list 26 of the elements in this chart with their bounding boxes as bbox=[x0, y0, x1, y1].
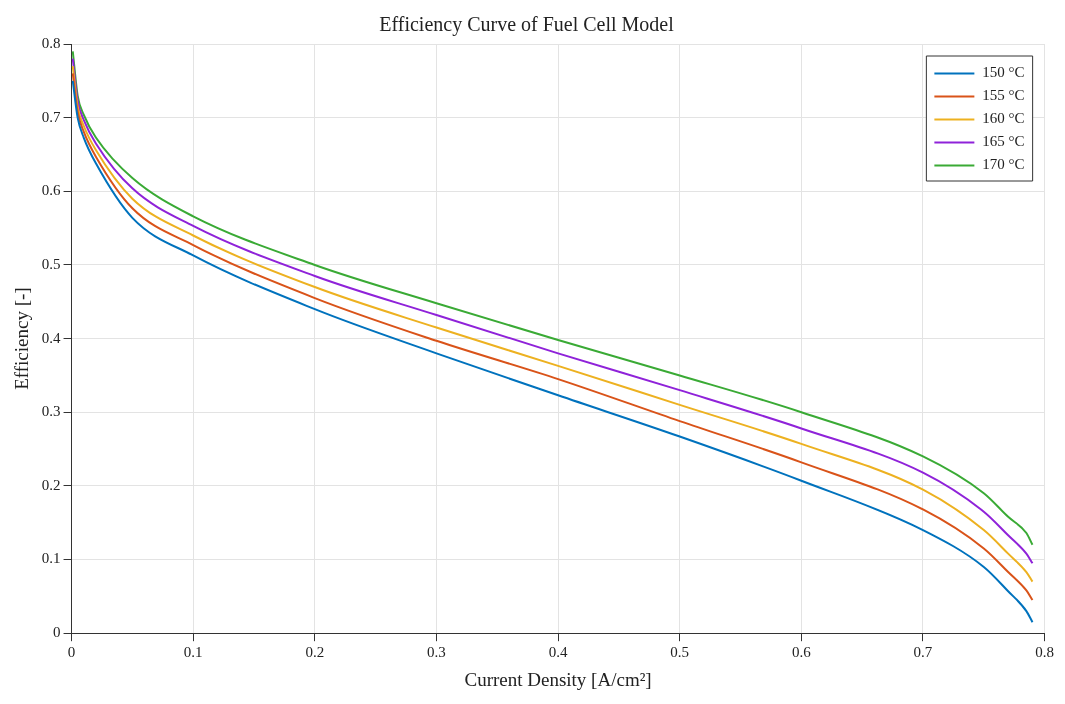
x-tick-label: 0.1 bbox=[183, 644, 203, 661]
legend-label: 150 °C bbox=[982, 64, 1025, 81]
legend-label: 165 °C bbox=[982, 133, 1025, 150]
x-axis-title: Current Density [A/cm²] bbox=[464, 668, 652, 690]
y-tick-label: 0.6 bbox=[41, 182, 62, 199]
y-tick-label: 0.3 bbox=[41, 403, 61, 420]
x-tick-label: 0 bbox=[67, 644, 76, 661]
legend-label: 170 °C bbox=[982, 156, 1025, 173]
y-tick-label: 0.8 bbox=[41, 34, 61, 51]
legend-label: 160 °C bbox=[982, 110, 1025, 127]
y-tick-label: 0 bbox=[53, 624, 61, 641]
y-tick-label: 0.7 bbox=[41, 108, 62, 125]
legend-label: 155 °C bbox=[982, 87, 1025, 104]
y-tick-label: 0.2 bbox=[41, 476, 61, 493]
x-tick-label: 0.2 bbox=[305, 644, 325, 661]
x-tick-label: 0.5 bbox=[670, 644, 690, 661]
x-tick-label: 0.3 bbox=[427, 644, 446, 661]
y-tick-label: 0.4 bbox=[41, 329, 62, 346]
x-tick-label: 0.8 bbox=[1035, 644, 1054, 661]
x-tick-label: 0.7 bbox=[913, 644, 933, 661]
y-tick-label: 0.1 bbox=[41, 550, 61, 567]
y-axis-title: Efficiency [-] bbox=[11, 287, 33, 390]
x-tick-label: 0.4 bbox=[548, 644, 568, 661]
x-tick-label: 0.6 bbox=[791, 644, 812, 661]
chart-title: Efficiency Curve of Fuel Cell Model bbox=[379, 13, 675, 37]
y-tick-label: 0.5 bbox=[41, 255, 61, 272]
